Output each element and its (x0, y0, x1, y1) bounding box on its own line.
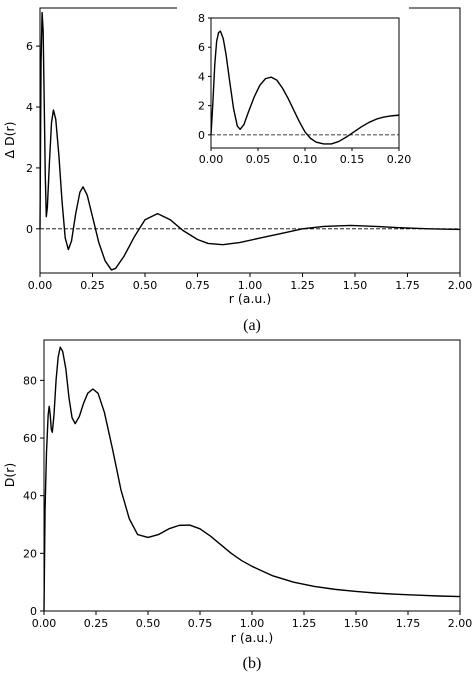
chart-b-x-tick-label: 0.00 (32, 617, 57, 630)
chart-a-inset-x-tick-label: 0.10 (293, 153, 318, 166)
chart-a-inset-y-tick-label: 2 (198, 100, 205, 113)
chart-b-y-axis-label: D(r) (2, 463, 17, 488)
chart-a-x-axis-label: r (a.u.) (229, 291, 271, 306)
panel-a-plot: 0.00 0.25 0.50 0.75 1.00 1.25 1.50 1.75 2.00 0 2 4 6… (2, 7, 473, 334)
panel-a-inset-plot: 0.00 0.05 0.10 0.15 0.20 0 2 4 6 8 (177, 6, 411, 172)
chart-a-y-tick-label: 4 (26, 101, 33, 114)
chart-b-x-tick-label: 0.75 (188, 617, 213, 630)
chart-b-x-axis-label: r (a.u.) (231, 630, 273, 645)
chart-a-inset-x-tick-label: 0.20 (387, 153, 412, 166)
chart-a-x-tick-label: 0.00 (28, 279, 53, 292)
chart-a-x-tick-label: 1.00 (238, 279, 263, 292)
chart-b-x-tick-label: 1.50 (344, 617, 369, 630)
chart-a-x-tick-label: 0.50 (133, 279, 158, 292)
chart-a-inset-y-tick-label: 4 (198, 70, 205, 83)
chart-a-inset-y-tick-label: 0 (198, 129, 205, 142)
chart-b-caption: (b) (243, 655, 262, 672)
chart-a-inset-background (177, 6, 409, 172)
chart-a-y-tick-label: 6 (26, 40, 33, 53)
chart-a-y-tick-label: 2 (26, 162, 33, 175)
chart-a-x-tick-label: 0.75 (185, 279, 210, 292)
chart-b-series-0-line (43, 346, 461, 612)
chart-a-inset-y-tick-label: 8 (198, 12, 205, 25)
chart-b-y-tick-label: 40 (23, 490, 37, 503)
chart-a-y-axis-label: Δ D(r) (2, 121, 17, 158)
chart-b-x-tick-label: 1.75 (396, 617, 421, 630)
chart-b-x-tick-label: 0.25 (84, 617, 109, 630)
chart-b-y-tick-label: 80 (23, 374, 37, 387)
chart-a-caption: (a) (243, 317, 261, 334)
chart-a-y-tick-label: 0 (26, 223, 33, 236)
chart-a-inset-x-tick-label: 0.15 (340, 153, 365, 166)
chart-a-inset-y-tick-label: 6 (198, 41, 205, 54)
chart-b-x-tick-label: 1.25 (292, 617, 317, 630)
chart-a-inset-series-0-line (210, 30, 400, 145)
chart-a-inset-x-tick-label: 0.00 (199, 153, 224, 166)
chart-b-y-tick-label: 60 (23, 432, 37, 445)
chart-a-x-tick-label: 1.75 (395, 279, 420, 292)
chart-a-x-tick-label: 1.25 (290, 279, 315, 292)
chart-a-series-0-line (39, 11, 461, 271)
chart-b-x-tick-label: 2.00 (448, 617, 473, 630)
chart-a-x-tick-label: 2.00 (448, 279, 473, 292)
chart-a-inset-x-tick-label: 0.05 (246, 153, 271, 166)
chart-b-x-tick-label: 1.00 (240, 617, 265, 630)
chart-b-frame (43, 339, 461, 612)
chart-b-x-tick-label: 0.50 (136, 617, 161, 630)
chart-a-x-tick-label: 0.25 (80, 279, 105, 292)
chart-a-x-tick-label: 1.50 (343, 279, 368, 292)
chart-b-y-tick-label: 20 (23, 547, 37, 560)
panel-b-plot: 0.00 0.25 0.50 0.75 1.00 1.25 1.50 1.75 2.00 0 20 4… (2, 339, 473, 672)
chart-b-y-tick-label: 0 (30, 605, 37, 618)
